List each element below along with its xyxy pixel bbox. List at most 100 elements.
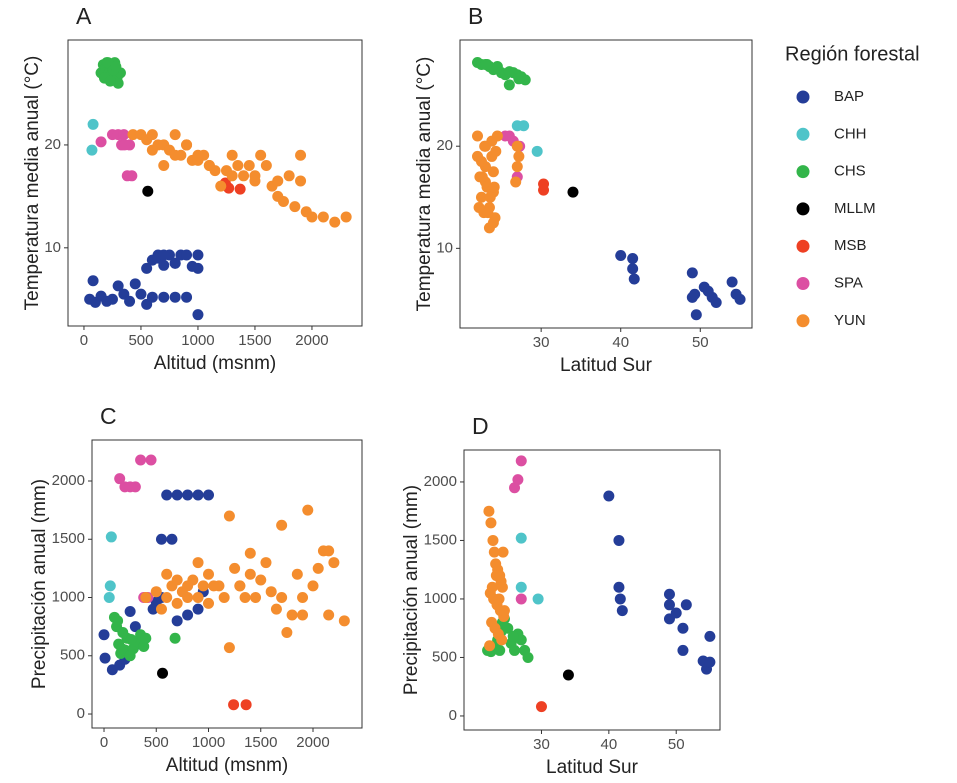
point [473, 201, 485, 213]
point [150, 586, 162, 598]
point [689, 288, 701, 300]
point [171, 489, 183, 501]
point [244, 568, 256, 580]
point [238, 170, 250, 182]
point [140, 592, 152, 604]
point [155, 533, 167, 545]
point [511, 140, 523, 152]
point [166, 533, 178, 545]
point [171, 574, 183, 586]
point [192, 489, 204, 501]
point [488, 546, 500, 558]
point [169, 257, 181, 269]
legend-swatch [796, 202, 810, 216]
point [192, 149, 204, 161]
point [155, 603, 167, 615]
point [323, 609, 335, 621]
y-tick-label: 10 [436, 239, 453, 256]
point [146, 129, 158, 141]
point [158, 249, 170, 261]
y-axis-label: Temperatura media anual (°C) [414, 57, 435, 312]
point [226, 170, 238, 182]
point [515, 532, 527, 544]
point [129, 621, 141, 633]
point [680, 599, 692, 611]
point [515, 593, 527, 605]
point [104, 580, 116, 592]
x-tick-label: 1000 [181, 332, 214, 349]
point [507, 630, 519, 642]
point [95, 136, 107, 148]
point [116, 643, 128, 655]
point [475, 191, 487, 203]
point [103, 592, 115, 604]
x-tick-label: 2000 [295, 332, 328, 349]
panel-label: A [76, 3, 92, 29]
point [226, 149, 238, 161]
point [99, 652, 111, 664]
panel-label: B [468, 3, 483, 29]
point [192, 262, 204, 274]
point [169, 632, 181, 644]
point [197, 580, 209, 592]
point [613, 534, 625, 546]
x-tick-label: 30 [533, 736, 550, 753]
y-tick-label: 1500 [424, 531, 457, 548]
point [494, 644, 506, 656]
x-tick-label: 0 [100, 734, 108, 751]
point [677, 622, 689, 634]
point [535, 701, 547, 713]
x-tick-label: 500 [128, 332, 153, 349]
y-axis-label: Temperatura media anual (°C) [22, 56, 43, 311]
point [127, 129, 139, 141]
point [141, 262, 153, 274]
x-tick-label: 40 [600, 736, 617, 753]
point [272, 190, 284, 202]
point [98, 629, 110, 641]
point [484, 640, 496, 652]
point [243, 160, 255, 172]
point [704, 656, 716, 668]
point [281, 626, 293, 638]
point [239, 592, 251, 604]
point [503, 66, 515, 78]
point [171, 597, 183, 609]
point [302, 504, 314, 516]
point [497, 546, 509, 558]
point [670, 607, 682, 619]
point [340, 211, 352, 223]
legend-label: MSB [834, 237, 867, 254]
point [513, 73, 525, 85]
point [627, 263, 639, 275]
point [110, 61, 122, 73]
y-axis-label: Precipitación anual (mm) [29, 479, 50, 689]
point [616, 605, 628, 617]
point [496, 634, 508, 646]
point [483, 505, 495, 517]
y-tick-label: 2000 [424, 473, 457, 490]
point [104, 75, 116, 87]
panel-label: C [100, 403, 117, 429]
point [171, 615, 183, 627]
point [532, 593, 544, 605]
point [317, 211, 329, 223]
point [475, 156, 487, 168]
plot-frame [459, 39, 753, 329]
point [286, 609, 298, 621]
point [249, 170, 261, 182]
point [487, 166, 499, 178]
point [276, 519, 288, 531]
point [283, 170, 295, 182]
point [223, 642, 235, 654]
point [146, 291, 158, 303]
point [142, 185, 154, 197]
y-tick-label: 2000 [52, 472, 85, 489]
point [518, 120, 530, 132]
point [472, 130, 484, 142]
point [485, 517, 497, 529]
point [192, 309, 204, 321]
y-tick-label: 500 [432, 648, 457, 665]
legend-swatch [796, 165, 810, 179]
point [124, 605, 136, 617]
